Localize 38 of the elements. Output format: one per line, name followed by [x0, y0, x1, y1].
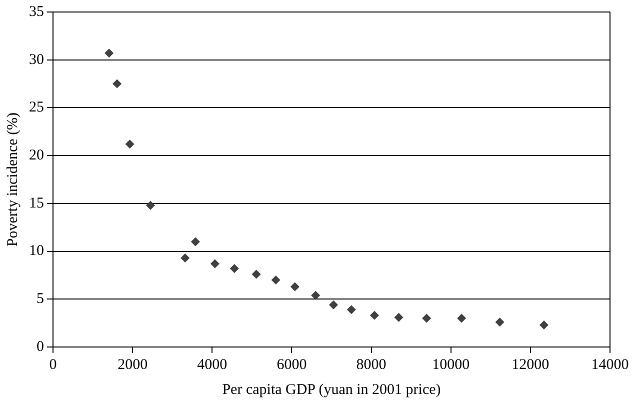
point: [180, 253, 190, 262]
y-axis-title: Poverty incidence (%): [4, 112, 21, 247]
point: [190, 237, 200, 246]
point: [290, 282, 300, 292]
point: [328, 300, 338, 310]
x-tick-label: 10000: [432, 356, 470, 373]
x-tick-label: 6000: [276, 356, 307, 373]
y-tick-label: 5: [36, 291, 44, 308]
point: [422, 314, 432, 323]
x-tick-label: 0: [49, 356, 57, 373]
point: [104, 48, 114, 58]
y-tick-label: 0: [36, 338, 44, 355]
point: [146, 200, 155, 210]
y-tick-label: 25: [29, 100, 44, 116]
point: [346, 305, 356, 314]
point: [112, 79, 122, 88]
point: [311, 290, 320, 300]
x-tick-label: 2000: [118, 356, 148, 373]
x-tick-label: 8000: [356, 356, 386, 373]
y-tick-label: 15: [29, 195, 44, 212]
point: [252, 270, 261, 279]
point: [394, 312, 404, 322]
point: [370, 310, 379, 320]
point: [457, 314, 466, 323]
point: [495, 318, 504, 327]
y-tick-label: 30: [29, 52, 44, 68]
point: [271, 276, 280, 284]
point: [230, 264, 239, 274]
x-tick-label: 12000: [512, 356, 550, 373]
y-tick-label: 20: [29, 148, 44, 164]
x-tick-label: 14000: [591, 356, 629, 373]
x-axis-title: Per capita GDP (yuan in 2001 price): [222, 382, 441, 398]
point: [539, 320, 548, 330]
point: [210, 259, 220, 268]
x-tick-label: 4000: [197, 356, 228, 373]
point: [125, 140, 134, 149]
y-tick-label: 10: [29, 243, 44, 260]
y-tick-label: 35: [29, 4, 44, 20]
